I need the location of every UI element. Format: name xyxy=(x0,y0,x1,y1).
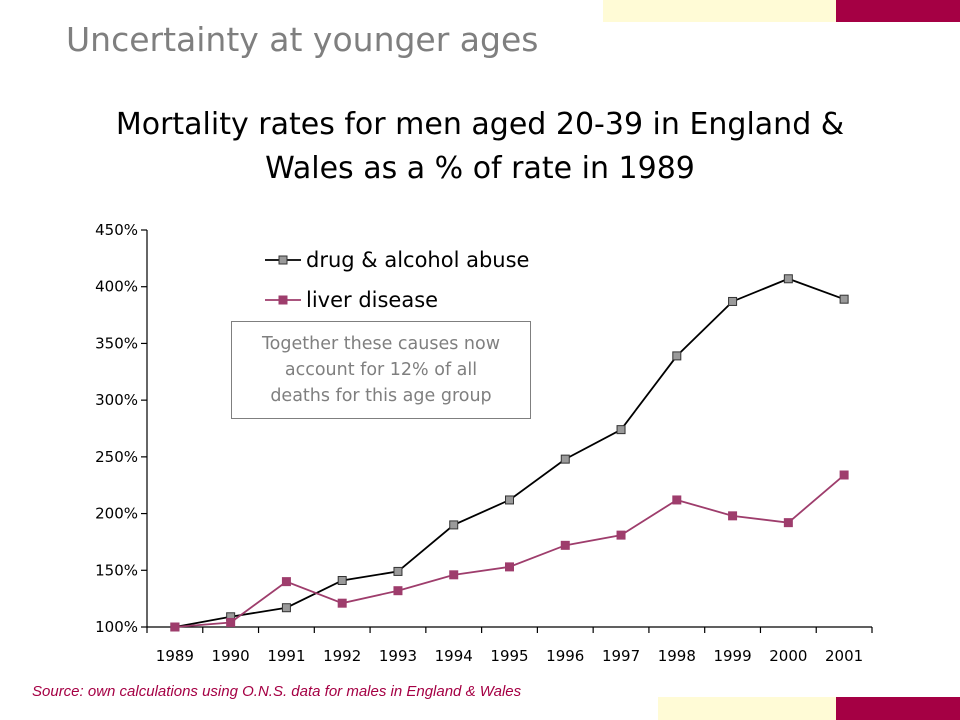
data-point-drug-alcohol xyxy=(281,603,291,613)
data-point-drug-alcohol xyxy=(728,296,738,306)
decor-cream-bar-top xyxy=(603,0,836,22)
y-tick-label: 100% xyxy=(95,618,138,636)
data-point-liver-disease xyxy=(281,577,291,587)
data-point-liver-disease xyxy=(449,570,459,580)
legend-label-liver-disease: liver disease xyxy=(306,288,438,312)
legend-label-drug-alcohol: drug & alcohol abuse xyxy=(306,248,529,272)
x-tick-label: 1989 xyxy=(156,647,194,665)
data-point-liver-disease xyxy=(672,495,682,505)
x-tick-label: 1991 xyxy=(267,647,305,665)
x-tick-label: 1999 xyxy=(713,647,751,665)
data-point-drug-alcohol xyxy=(560,454,570,464)
data-point-drug-alcohol xyxy=(505,495,514,505)
y-tick-label: 200% xyxy=(95,505,138,523)
decor-cream-bar-bottom xyxy=(658,697,836,720)
x-tick-label: 1994 xyxy=(435,647,473,665)
source-note: Source: own calculations using O.N.S. da… xyxy=(32,683,522,700)
annotation-line-1: Together these causes now xyxy=(261,334,501,354)
legend-marker-liver-disease xyxy=(278,295,288,305)
x-tick-label: 1992 xyxy=(323,647,361,665)
annotation-box: Together these causes now account for 12… xyxy=(231,321,531,419)
annotation-line-3: deaths for this age group xyxy=(270,386,492,406)
decor-maroon-bar-top xyxy=(836,0,960,22)
x-tick-label: 1996 xyxy=(546,647,584,665)
y-tick-label: 400% xyxy=(95,278,138,296)
x-tick-label: 1995 xyxy=(490,647,528,665)
data-point-liver-disease xyxy=(337,598,347,608)
data-point-drug-alcohol xyxy=(616,425,626,435)
y-tick-label: 450% xyxy=(95,221,138,239)
x-tick-label: 2000 xyxy=(769,647,807,665)
x-tick-label: 1998 xyxy=(658,647,696,665)
data-point-drug-alcohol xyxy=(783,274,793,284)
chart-title-line-2: Wales as a % of rate in 1989 xyxy=(265,151,695,186)
decor-maroon-bar-bottom xyxy=(836,697,960,720)
x-tick-label: 1990 xyxy=(212,647,250,665)
annotation-line-2: account for 12% of all xyxy=(284,360,478,380)
data-point-drug-alcohol xyxy=(393,566,403,576)
data-point-liver-disease xyxy=(393,586,403,596)
legend-marker-drug-alcohol xyxy=(278,255,288,265)
x-tick-label: 1993 xyxy=(379,647,417,665)
data-point-liver-disease xyxy=(839,470,849,480)
data-point-liver-disease xyxy=(226,617,236,627)
data-point-drug-alcohol xyxy=(672,351,682,361)
chart-title-line-1: Mortality rates for men aged 20-39 in En… xyxy=(115,107,845,142)
chart-title: Mortality rates for men aged 20-39 in En… xyxy=(40,103,920,191)
data-point-liver-disease xyxy=(170,622,180,632)
data-point-liver-disease xyxy=(616,530,626,540)
data-point-liver-disease xyxy=(783,518,793,528)
data-point-drug-alcohol xyxy=(337,575,347,585)
data-point-liver-disease xyxy=(505,562,514,572)
y-tick-label: 300% xyxy=(95,391,138,409)
data-point-liver-disease xyxy=(728,511,738,521)
y-tick-label: 250% xyxy=(95,448,138,466)
x-tick-label: 2001 xyxy=(825,647,863,665)
data-point-drug-alcohol xyxy=(839,294,849,304)
slide-title: Uncertainty at younger ages xyxy=(66,20,539,59)
y-tick-label: 350% xyxy=(95,334,138,352)
data-point-drug-alcohol xyxy=(449,520,459,530)
x-tick-label: 1997 xyxy=(602,647,640,665)
y-tick-label: 150% xyxy=(95,561,138,579)
data-point-liver-disease xyxy=(560,540,570,550)
